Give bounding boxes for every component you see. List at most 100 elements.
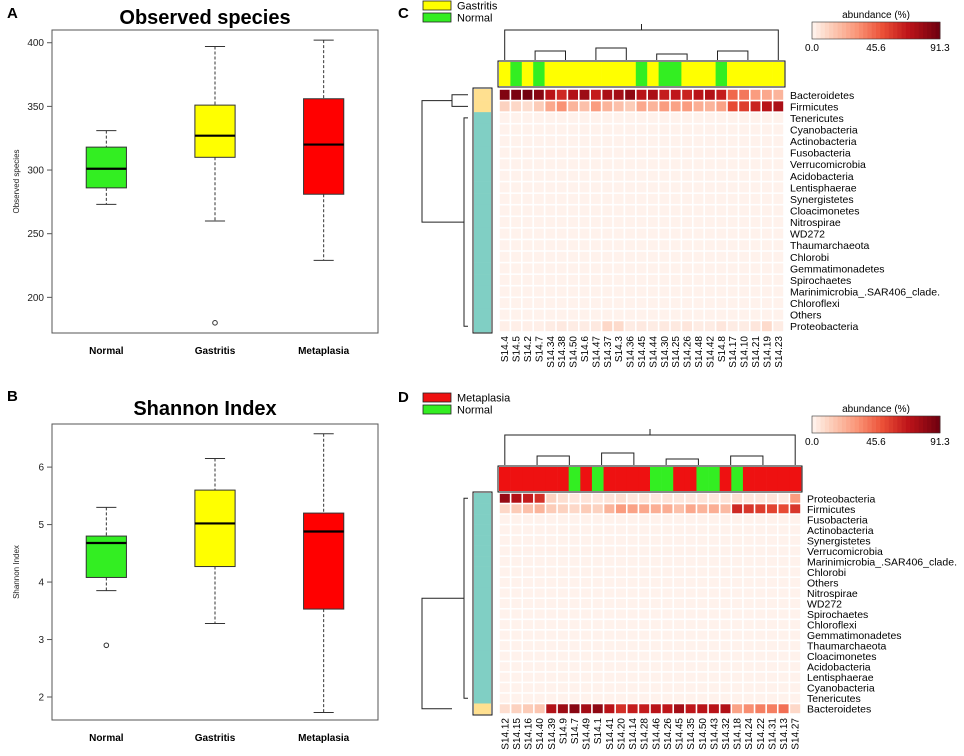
- row-group-cell: [474, 158, 491, 171]
- heatmap-cell: [602, 89, 613, 100]
- heatmap-cell: [662, 672, 673, 682]
- heatmap-cell: [546, 599, 557, 608]
- heatmap-cell: [556, 240, 567, 251]
- heatmap-cell: [708, 704, 719, 714]
- heatmap-cell: [636, 274, 647, 285]
- column-dendrogram: [504, 24, 779, 60]
- heatmap-cell: [762, 136, 772, 147]
- heatmap-cell: [545, 321, 556, 332]
- column-label: S14.30: [660, 336, 671, 368]
- heatmap-cell: [625, 136, 635, 147]
- heatmap-cell: [693, 263, 704, 274]
- heatmap-cell: [674, 620, 685, 630]
- heatmap-cell: [546, 556, 557, 566]
- column-group-cell: [670, 62, 682, 86]
- heatmap-cell: [648, 159, 658, 170]
- heatmap-cell: [613, 263, 624, 274]
- heatmap-cell: [697, 599, 708, 608]
- column-label: S14.1: [593, 718, 604, 745]
- heatmap-cell: [778, 651, 789, 661]
- heatmap-cell: [750, 240, 761, 251]
- heatmap-cell: [499, 240, 510, 251]
- heatmap-cell: [697, 556, 708, 566]
- heatmap-cell: [556, 112, 567, 123]
- heatmap-cell: [727, 251, 738, 262]
- heatmap-cell: [766, 641, 777, 651]
- heatmap-cell: [659, 240, 670, 251]
- y-tick-label: 5: [38, 520, 44, 531]
- heatmap-cell: [627, 693, 638, 703]
- heatmap-cell: [755, 641, 766, 651]
- heatmap-cell: [499, 535, 510, 545]
- heatmap-cell: [627, 567, 638, 577]
- colorbar-segment: [893, 22, 898, 39]
- heatmap-cell: [750, 193, 761, 204]
- heatmap-cell: [511, 182, 521, 193]
- colorbar-segment: [812, 22, 817, 39]
- heatmap-cell: [499, 651, 510, 661]
- heatmap-cell: [773, 147, 784, 158]
- heatmap-cell: [778, 504, 789, 514]
- heatmap-cell: [591, 263, 601, 274]
- heatmap-cell: [639, 672, 650, 682]
- heatmap-cell: [615, 651, 626, 661]
- heatmap-cell: [522, 136, 533, 147]
- heatmap-cell: [790, 535, 801, 545]
- heatmap-cell: [720, 683, 731, 693]
- heatmap-cell: [625, 112, 635, 123]
- heatmap-cell: [743, 546, 754, 556]
- heatmap-cell: [627, 588, 638, 598]
- heatmap-cell: [534, 599, 545, 608]
- heatmap-cell: [693, 205, 704, 216]
- heatmap-cell: [750, 274, 761, 285]
- heatmap-cell: [778, 535, 789, 545]
- heatmap-cell: [685, 704, 696, 714]
- heatmap-cell: [708, 683, 719, 693]
- heatmap-cell: [674, 535, 685, 545]
- heatmap-cell: [708, 504, 719, 514]
- heatmap-cell: [670, 170, 681, 181]
- heatmap-cell: [522, 240, 533, 251]
- row-group-cell: [474, 577, 491, 589]
- heatmap-cell: [743, 588, 754, 598]
- heatmap-cell: [627, 599, 638, 608]
- heatmap-cell: [739, 274, 749, 285]
- heatmap-cell: [511, 170, 521, 181]
- heatmap-cell: [750, 136, 761, 147]
- row-group-cell: [474, 535, 491, 546]
- heatmap-cell: [674, 504, 685, 514]
- heatmap-cell: [499, 124, 510, 135]
- heatmap-cell: [685, 577, 696, 587]
- heatmap-cell: [750, 298, 761, 309]
- heatmap-cell: [762, 321, 772, 332]
- column-group-cell: [749, 62, 762, 86]
- colorbar-frame: [811, 415, 941, 434]
- heatmap-cell: [627, 525, 638, 535]
- heatmap-cell: [602, 228, 613, 239]
- heatmap-cell: [546, 567, 557, 577]
- column-group-cell: [510, 62, 523, 86]
- row-label: Acidobacteria: [790, 171, 854, 183]
- heatmap-cell: [648, 228, 658, 239]
- heatmap-cell: [720, 588, 731, 598]
- column-group-cell: [684, 467, 697, 491]
- heatmap-cell: [670, 182, 681, 193]
- heatmap-cell: [750, 263, 761, 274]
- heatmap-cell: [705, 286, 715, 297]
- heatmap-cell: [592, 514, 603, 524]
- column-group-cell: [499, 467, 511, 491]
- heatmap-cell: [523, 693, 534, 703]
- column-group-cell: [742, 467, 755, 491]
- heatmap-cell: [627, 577, 638, 587]
- heatmap-cell: [762, 182, 772, 193]
- row-label: Verrucomicrobia: [790, 159, 866, 171]
- heatmap-cell: [716, 217, 727, 228]
- row-group-cell: [474, 135, 491, 148]
- heatmap-cell: [766, 662, 777, 672]
- heatmap-cell: [685, 567, 696, 577]
- row-label: Others: [790, 310, 822, 322]
- heatmap-cell: [743, 651, 754, 661]
- heatmap-cell: [639, 577, 650, 587]
- heatmap-cell: [636, 263, 647, 274]
- heatmap-cell: [534, 321, 544, 332]
